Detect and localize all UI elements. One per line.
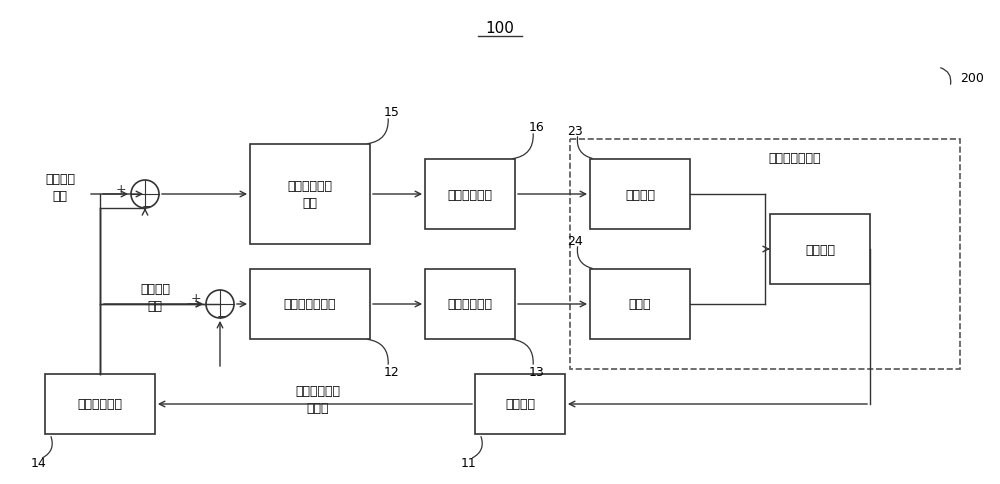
Text: 100: 100: [486, 20, 514, 35]
Text: 磁轴承: 磁轴承: [629, 298, 651, 311]
Bar: [770, 214, 870, 285]
Text: 低频解耦模块: 低频解耦模块: [78, 398, 122, 410]
Text: 提升组件: 提升组件: [625, 188, 655, 201]
Bar: [570, 140, 960, 369]
Text: 23: 23: [568, 124, 583, 137]
Text: 16: 16: [529, 121, 544, 134]
Text: −: −: [142, 200, 152, 213]
Bar: [250, 270, 370, 339]
Text: 14: 14: [31, 456, 46, 469]
Text: 第一驱动模块: 第一驱动模块: [448, 298, 492, 311]
Text: 提升组件控制
模块: 提升组件控制 模块: [288, 180, 332, 210]
Bar: [475, 374, 565, 434]
Text: 第二驱动模块: 第二驱动模块: [448, 188, 492, 201]
Text: −: −: [217, 310, 227, 323]
Text: +: +: [115, 182, 126, 195]
Text: 第一给定
目标: 第一给定 目标: [140, 283, 170, 312]
Text: 15: 15: [384, 106, 399, 119]
Bar: [590, 270, 690, 339]
Text: 第二给定
目标: 第二给定 目标: [45, 173, 75, 203]
Text: 13: 13: [529, 365, 544, 378]
Text: 飞轮轴系: 飞轮轴系: [805, 243, 835, 256]
Bar: [425, 160, 515, 229]
Text: 综合状态信息
电信息: 综合状态信息 电信息: [296, 384, 340, 414]
Bar: [425, 270, 515, 339]
Text: 获取模块: 获取模块: [505, 398, 535, 410]
Text: 200: 200: [960, 71, 984, 84]
Text: +: +: [190, 292, 201, 305]
Text: 磁轴承控制模块: 磁轴承控制模块: [284, 298, 336, 311]
Text: 11: 11: [461, 456, 476, 469]
Text: 24: 24: [568, 234, 583, 247]
Text: 12: 12: [384, 365, 399, 378]
Bar: [250, 145, 370, 244]
Bar: [45, 374, 155, 434]
Bar: [590, 160, 690, 229]
Text: 磁悬浮飞轮装置: 磁悬浮飞轮装置: [769, 151, 821, 164]
